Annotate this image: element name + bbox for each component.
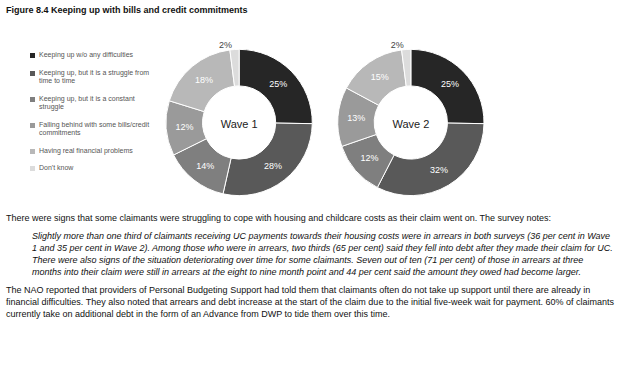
html-text:Keeping up, but it is a strugg: Keeping up, but it is a struggle from ti…: [39, 68, 150, 85]
html-text:Slightly more than one third o: Slightly more than one third of claimant…: [32, 231, 613, 277]
svg-text:12%: 12%: [360, 153, 378, 163]
html-text:The NAO reported that provider: The NAO reported that providers of Perso…: [6, 285, 614, 319]
svg-text:12%: 12%: [175, 122, 193, 132]
html-text:Having real financial problems: Having real financial problems: [39, 146, 133, 154]
svg-text:13%: 13%: [347, 113, 365, 123]
svg-text:25%: 25%: [269, 79, 287, 89]
html-text:Falling behind with some bills: Falling behind with some bills/credit co…: [39, 120, 150, 137]
svg-text:15%: 15%: [371, 72, 389, 82]
svg-text:28%: 28%: [264, 161, 282, 171]
html-text:Don't know: Don't know: [39, 164, 74, 172]
html-text:Keeping up w/o any difficultie: Keeping up w/o any difficulties: [39, 51, 133, 59]
svg-text:2%: 2%: [219, 40, 232, 50]
svg-text:2%: 2%: [391, 40, 404, 50]
svg-text:32%: 32%: [430, 165, 448, 175]
svg-text:Wave 2: Wave 2: [392, 118, 429, 130]
svg-text:18%: 18%: [195, 75, 213, 85]
svg-text:25%: 25%: [441, 79, 459, 89]
html-text:Figure 8.4 Keeping up with bil: Figure 8.4 Keeping up with bills and cre…: [6, 5, 248, 15]
svg-text:14%: 14%: [196, 161, 214, 171]
html-text:There were signs that some cla: There were signs that some claimants wer…: [6, 213, 552, 223]
html-text:Keeping up, but it is a consta: Keeping up, but it is a constant struggl…: [39, 94, 135, 111]
svg-text:Wave 1: Wave 1: [221, 118, 258, 130]
